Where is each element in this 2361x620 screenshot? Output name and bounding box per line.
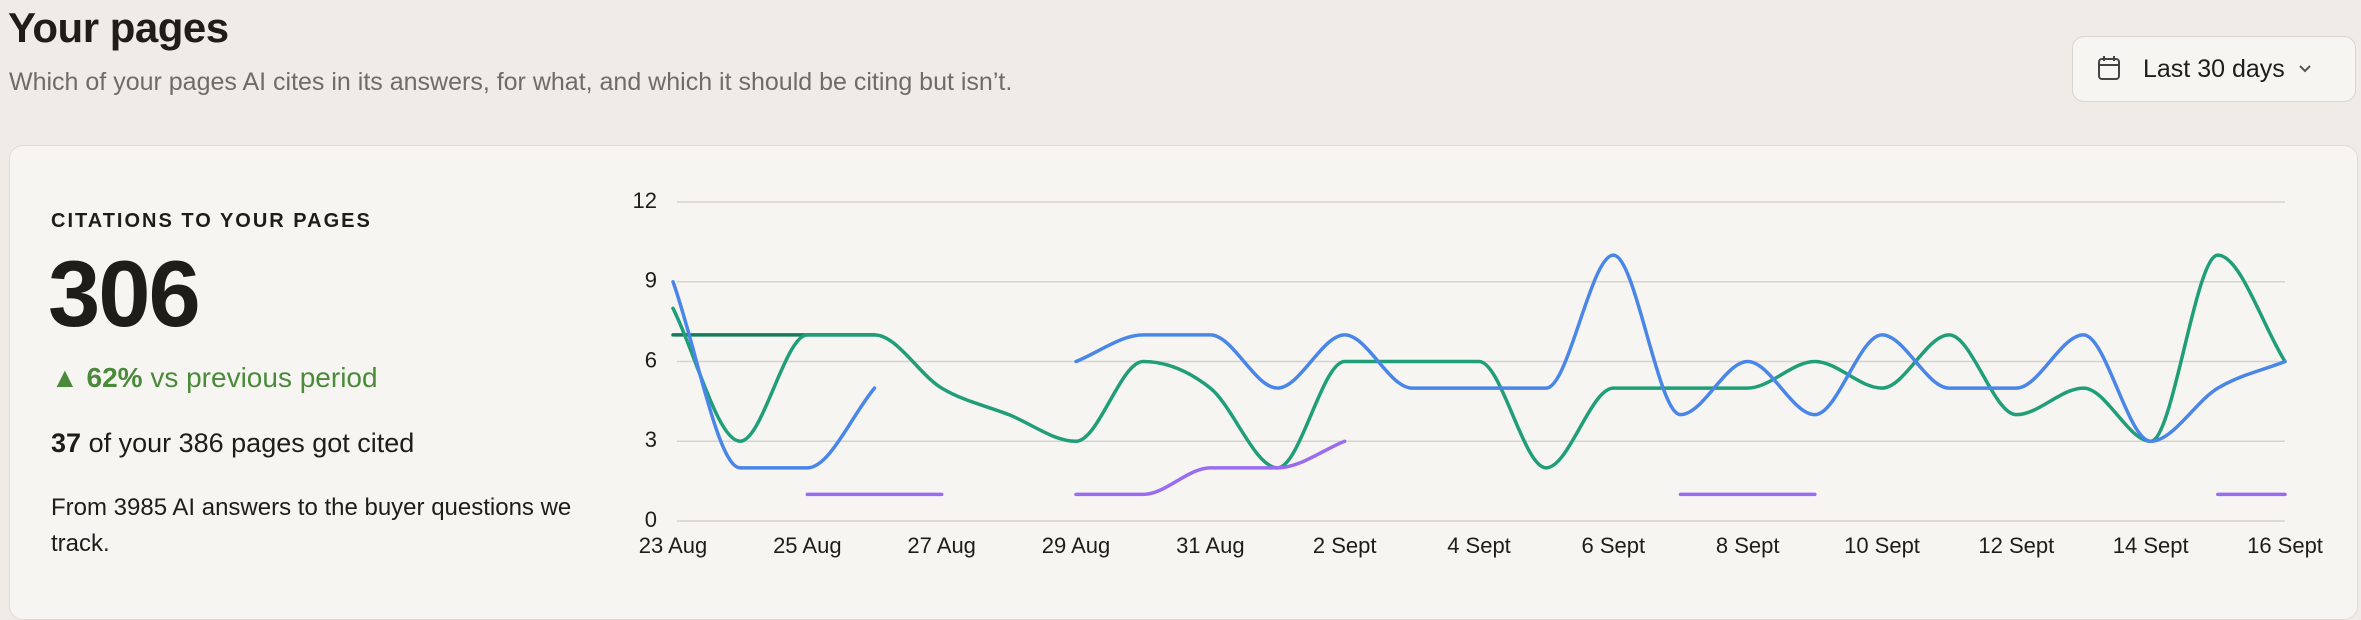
x-tick-label: 27 Aug [907,533,976,558]
date-picker-label: Last 30 days [2143,54,2285,83]
y-tick-label: 3 [645,427,657,452]
chevron-icon [2299,65,2311,73]
x-tick-label: 10 Sept [1844,533,1920,558]
y-tick-label: 0 [645,507,657,532]
stat-change: ▲ 62% vs previous period [51,362,378,394]
date-picker[interactable]: Last 30 days [2072,36,2356,102]
calendar-icon [2098,56,2120,80]
y-tick-label: 6 [645,347,657,372]
stat-label: CITATIONS TO YOUR PAGES [51,210,372,232]
page-subtitle: Which of your pages AI cites in its answ… [9,68,1013,96]
x-tick-label: 8 Sept [1716,533,1780,558]
stat-value: 306 [48,241,201,346]
series-line [805,439,2287,497]
citations-card: CITATIONS TO YOUR PAGES 306 ▲ 62% vs pre… [9,145,2358,620]
page-title: Your pages [8,4,229,51]
stat-note: From 3985 AI answers to the buyer questi… [51,494,572,557]
cited-count: 37 [51,428,82,458]
x-tick-label: 12 Sept [1978,533,2054,558]
x-tick-label: 29 Aug [1042,533,1111,558]
stat-cited: 37 of your 386 pages got cited [51,428,414,459]
x-tick-label: 2 Sept [1313,533,1377,558]
x-tick-label: 4 Sept [1447,533,1511,558]
x-tick-label: 25 Aug [773,533,842,558]
cited-text: of your 386 pages got cited [88,428,415,458]
x-tick-label: 16 Sept [2247,533,2323,558]
x-tick-label: 23 Aug [639,533,708,558]
change-text: vs previous period [150,362,378,393]
y-tick-label: 9 [645,268,657,293]
x-tick-label: 6 Sept [1582,533,1646,558]
x-tick-label: 14 Sept [2113,533,2189,558]
series-line [671,253,2287,470]
change-percent: ▲ 62% [51,362,143,393]
x-tick-label: 31 Aug [1176,533,1245,558]
series-line [671,253,2287,470]
y-tick-label: 12 [633,188,657,213]
